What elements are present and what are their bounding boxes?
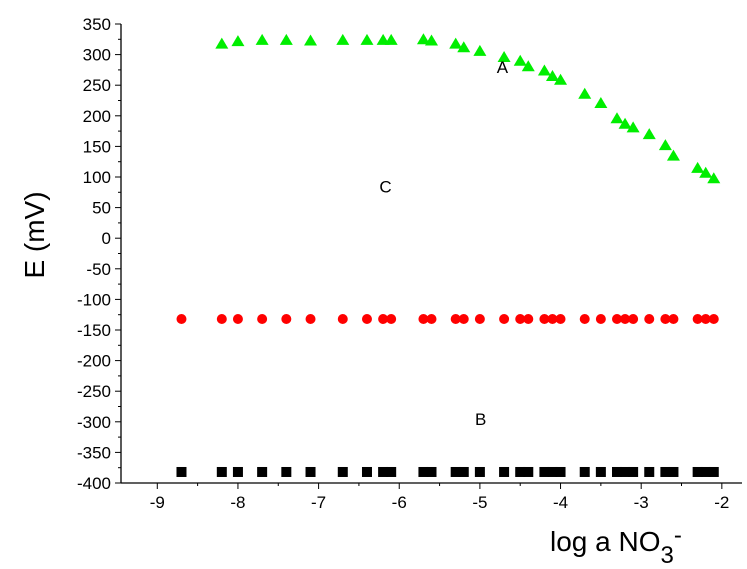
circle-point (596, 314, 606, 324)
triangle-point (231, 35, 244, 46)
square-point (459, 467, 469, 477)
square-point (523, 467, 533, 477)
annotation-label-c: C (379, 177, 391, 196)
circle-point (176, 314, 186, 324)
circle-point (338, 314, 348, 324)
y-tick-label: 300 (83, 46, 111, 65)
square-point (176, 467, 186, 477)
triangle-point (385, 34, 398, 45)
annotation-label-b: B (475, 410, 486, 429)
circle-point (499, 314, 509, 324)
square-point (386, 467, 396, 477)
square-point (709, 467, 719, 477)
y-tick-label: 0 (102, 229, 111, 248)
square-point (596, 467, 606, 477)
x-tick-label: -6 (392, 493, 407, 512)
y-tick-label: 100 (83, 168, 111, 187)
triangle-point (336, 34, 349, 45)
y-tick-label: -100 (77, 290, 111, 309)
square-point (499, 467, 509, 477)
circle-point (459, 314, 469, 324)
y-tick-label: -250 (77, 382, 111, 401)
square-point (306, 467, 316, 477)
y-tick-label: 50 (92, 199, 111, 218)
square-point (475, 467, 485, 477)
x-tick-label: -8 (230, 493, 245, 512)
annotations: A C B (379, 58, 508, 429)
triangle-point (691, 162, 704, 173)
circle-point (475, 314, 485, 324)
x-axis-title-main: log a NO (550, 526, 661, 557)
y-tick-label: 200 (83, 107, 111, 126)
square-point (427, 467, 437, 477)
square-point (644, 467, 654, 477)
circle-point (306, 314, 316, 324)
x-tick-label: -2 (714, 493, 729, 512)
square-point (362, 467, 372, 477)
y-tick-label: -400 (77, 474, 111, 493)
triangle-point (280, 34, 293, 45)
circle-point (668, 314, 678, 324)
y-axis-title: E (mV) (19, 191, 50, 278)
y-tick-label: -350 (77, 443, 111, 462)
square-point (556, 467, 566, 477)
circle-point (217, 314, 227, 324)
ticks: 350 300 250 200 150 100 50 0 -50 -100 -150 -200 -250… (77, 15, 729, 512)
square-point (668, 467, 678, 477)
triangle-point (360, 34, 373, 45)
circle-point (427, 314, 437, 324)
y-tick-label: 150 (83, 137, 111, 156)
x-axis-title-subscript: 3 (661, 542, 674, 569)
y-tick-label: -50 (86, 260, 111, 279)
triangle-point (304, 35, 317, 46)
y-tick-label: -150 (77, 321, 111, 340)
triangle-point (473, 45, 486, 56)
square-point (217, 467, 227, 477)
circle-point (628, 314, 638, 324)
square-point (233, 467, 243, 477)
x-axis-title-superscript: - (674, 522, 682, 549)
triangle-point (215, 38, 228, 49)
triangle-point (610, 112, 623, 123)
y-tick-label: 350 (83, 15, 111, 34)
triangle-point (256, 34, 269, 45)
square-point (338, 467, 348, 477)
axes (121, 24, 742, 483)
circle-point (709, 314, 719, 324)
triangle-point (538, 65, 551, 76)
triangle-point (659, 139, 672, 150)
y-tick-label: -300 (77, 413, 111, 432)
square-point (628, 467, 638, 477)
x-tick-label: -3 (634, 493, 649, 512)
square-point (257, 467, 267, 477)
square-point (580, 467, 590, 477)
x-tick-label: -5 (472, 493, 487, 512)
circle-point (362, 314, 372, 324)
circle-point (556, 314, 566, 324)
triangle-point (578, 88, 591, 99)
triangle-point (643, 128, 656, 139)
x-axis-title: log a NO3- (550, 522, 682, 569)
triangle-point (594, 97, 607, 108)
circle-point (281, 314, 291, 324)
circle-point (257, 314, 267, 324)
y-tick-label: 250 (83, 76, 111, 95)
triangle-point (667, 150, 680, 161)
x-tick-label: -7 (311, 493, 326, 512)
annotation-label-a: A (497, 58, 509, 77)
data-marks (176, 33, 720, 477)
circle-point (523, 314, 533, 324)
triangle-point (449, 38, 462, 49)
x-tick-label: -4 (553, 493, 568, 512)
triangle-point (514, 55, 527, 66)
circle-point (580, 314, 590, 324)
circle-point (644, 314, 654, 324)
circle-point (386, 314, 396, 324)
x-tick-label: -9 (150, 493, 165, 512)
circle-point (233, 314, 243, 324)
y-tick-label: -200 (77, 352, 111, 371)
square-point (281, 467, 291, 477)
